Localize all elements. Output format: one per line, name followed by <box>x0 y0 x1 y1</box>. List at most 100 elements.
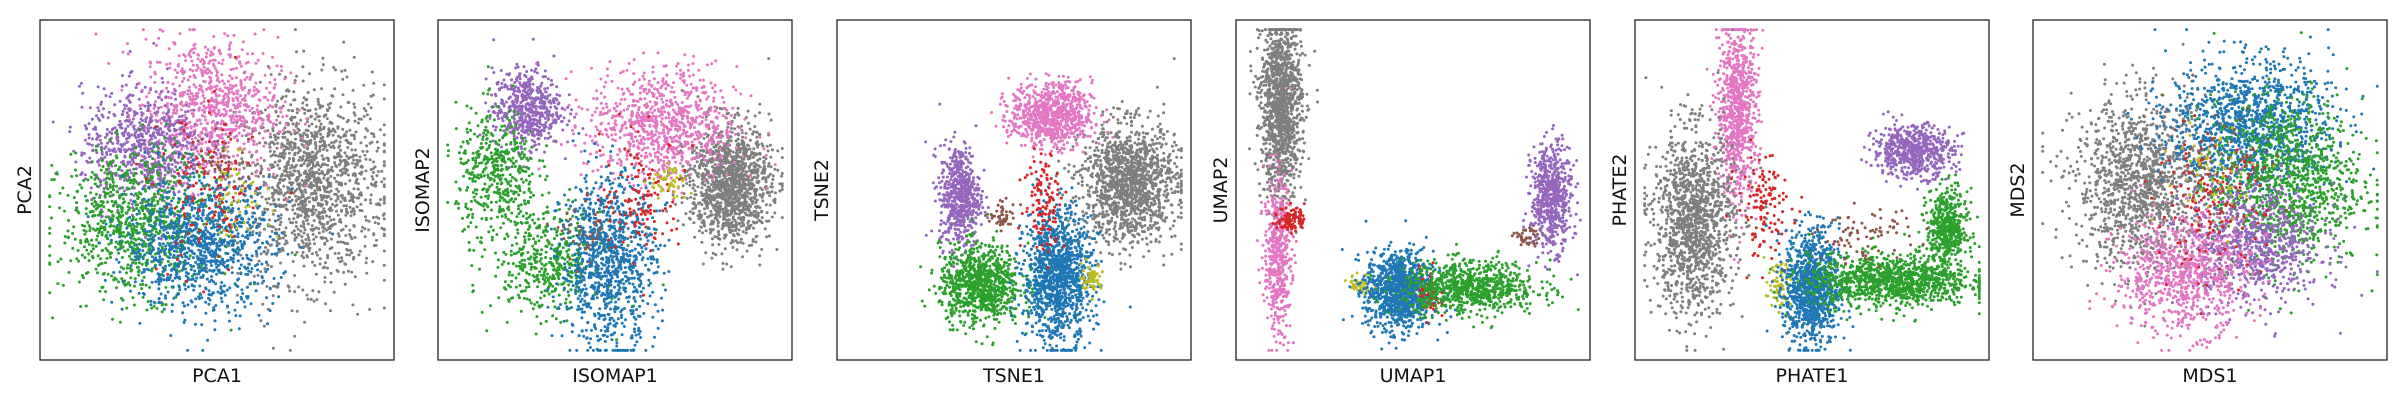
pca1-point-blue <box>181 176 185 180</box>
pca1-point-pink <box>214 92 218 96</box>
pca1-point-gray <box>279 220 283 224</box>
pca1-point-blue <box>168 208 171 212</box>
pca1-point-blue <box>168 256 172 260</box>
pca1-point-pink <box>242 128 246 132</box>
pca1-point-gray <box>340 208 344 212</box>
pca1-point-blue <box>200 219 204 223</box>
pca1-point-blue <box>177 153 181 156</box>
pca1-point-pink <box>236 153 240 157</box>
pca1-point-green <box>112 229 116 233</box>
pca1-point-pink <box>243 70 247 74</box>
pca1-point-green <box>142 275 146 279</box>
pca1-point-gray <box>239 253 243 257</box>
pca1-point-gray <box>292 90 296 94</box>
pca1-point-gray <box>320 68 324 72</box>
pca1-point-blue <box>262 250 266 254</box>
pca1-point-gray <box>289 103 293 107</box>
pca1-point-blue <box>170 309 174 313</box>
pca1-point-green <box>88 226 92 230</box>
pca1-point-gray <box>266 129 270 133</box>
pca1-point-pink <box>297 122 301 126</box>
pca1-point-pink <box>222 96 226 100</box>
pca1-point-purple <box>115 136 119 140</box>
pca1-point-pink <box>221 58 225 62</box>
pca1-point-blue <box>231 241 235 245</box>
pca1-point-purple <box>79 81 83 85</box>
pca1-point-pink <box>265 183 269 187</box>
pca1-point-green <box>114 240 118 244</box>
pca1-point-green <box>72 225 76 229</box>
pca1-point-red <box>290 191 294 195</box>
pca1-point-gray <box>377 216 381 220</box>
pca1-point-pink <box>227 86 230 90</box>
pca1-point-blue <box>187 228 191 232</box>
pca1-point-red <box>195 156 199 160</box>
pca1-point-red <box>225 229 229 233</box>
pca1-point-green <box>109 190 113 194</box>
pca1-point-green <box>110 172 114 175</box>
pca1-point-pink <box>238 114 242 118</box>
pca1-point-pink <box>283 100 287 104</box>
pca1-point-gray <box>370 132 374 135</box>
pca1-point-purple <box>216 148 220 152</box>
pca1-point-gray <box>358 192 362 196</box>
pca1-point-gray <box>265 201 269 205</box>
pca1-point-pink <box>282 128 285 132</box>
pca1-point-purple <box>112 112 116 116</box>
pca1-point-pink <box>173 134 177 138</box>
pca1-point-red <box>207 140 211 144</box>
pca1-point-gray <box>320 87 324 91</box>
pca1-point-pink <box>254 121 257 125</box>
pca1-point-green <box>102 298 106 302</box>
pca1-point-pink <box>230 162 234 166</box>
pca1-point-gray <box>323 141 326 145</box>
pca1-point-gray <box>298 201 302 205</box>
pca1-point-gray <box>236 271 240 275</box>
pca1-point-purple <box>122 142 126 146</box>
pca1-point-gray <box>283 126 287 130</box>
pca1-point-purple <box>96 85 100 89</box>
pca1-point-gray <box>293 290 297 294</box>
pca1-point-blue <box>189 239 193 243</box>
pca1-point-green <box>90 202 94 206</box>
pca1-point-gray <box>326 254 330 257</box>
pca1-point-blue <box>221 271 225 275</box>
pca1-point-gray <box>321 236 325 240</box>
pca1-point-gray <box>350 148 354 152</box>
pca1-point-green <box>104 215 108 219</box>
pca1-point-blue <box>130 218 134 222</box>
pca1-point-green <box>83 256 87 260</box>
pca1-point-purple <box>80 153 84 157</box>
pca1-point-purple <box>132 127 136 131</box>
pca1-point-gray <box>333 204 337 208</box>
pca1-point-green <box>89 191 93 195</box>
pca1-point-gray <box>365 256 369 260</box>
pca1-point-blue <box>172 231 175 235</box>
pca1-point-pink <box>218 87 222 91</box>
pca1-point-blue <box>103 278 107 282</box>
pca1-point-pink <box>262 144 266 148</box>
pca1-point-gray <box>326 131 330 135</box>
pca1-point-blue <box>170 199 174 203</box>
pca1-point-gray <box>325 239 329 243</box>
pca1-point-blue <box>186 221 190 225</box>
pca1-point-pink <box>217 94 221 97</box>
pca1-point-blue <box>169 253 172 256</box>
pca1-point-gray <box>377 222 380 226</box>
pca1-point-gray <box>327 227 331 231</box>
pca1-point-purple <box>104 94 108 98</box>
pca1-point-green <box>121 186 124 190</box>
pca1-point-gray <box>331 169 335 173</box>
pca1-point-gray <box>263 141 267 145</box>
pca1-point-green <box>115 216 119 220</box>
pca1-point-gray <box>294 137 297 141</box>
pca1-point-red <box>233 55 237 59</box>
pca1-point-gray <box>328 106 332 110</box>
pca1-point-blue <box>265 240 269 244</box>
pca1-point-gray <box>296 215 300 219</box>
pca1-point-gray <box>382 249 386 253</box>
pca1-point-purple <box>96 106 100 110</box>
pca1-point-green <box>74 151 78 155</box>
pca1-point-gray <box>359 117 363 121</box>
pca1-point-green <box>142 222 146 225</box>
